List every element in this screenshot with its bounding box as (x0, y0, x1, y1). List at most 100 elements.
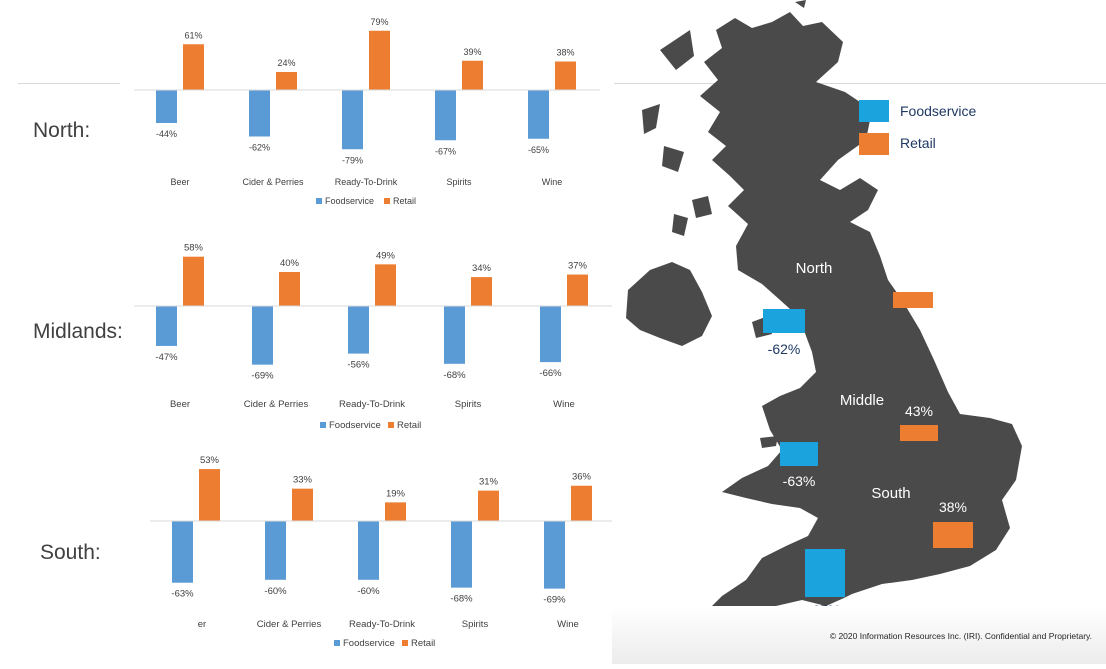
data-label-retail-4: 37% (568, 261, 588, 272)
bar-chart-svg: -63% 53% er -60% 33% Cider & Perries -60% 19% Re… (150, 455, 612, 649)
region-label-south: South: (40, 541, 101, 564)
bar-chart-svg: -44% 61% Beer -62% 24% Cider & Perries -79% 79%… (134, 17, 600, 206)
data-label-foodservice-1: -60% (264, 586, 287, 597)
category-label-3: Spirits (455, 399, 482, 410)
data-label-retail-1: 33% (293, 475, 313, 486)
map-overlay: Foodservice Retail North -62% 45% Middle -63% 4… (763, 100, 976, 618)
map-retail-box-2 (933, 522, 973, 548)
bar-retail-3 (478, 490, 499, 521)
legend-label-foodservice: Foodservice (343, 638, 395, 649)
great-britain-shape (700, 12, 1022, 622)
bar-foodservice-0 (172, 521, 193, 583)
map-legend-swatch-foodservice (859, 100, 889, 122)
divider-line-right (614, 83, 1106, 84)
bar-retail-3 (462, 60, 483, 90)
bar-foodservice-2 (348, 306, 369, 354)
data-label-retail-3: 39% (463, 47, 481, 57)
category-label-3: Spirits (446, 177, 472, 187)
data-label-foodservice-0: -47% (155, 352, 178, 363)
map-legend-label-foodservice: Foodservice (900, 103, 976, 119)
bar-foodservice-4 (540, 306, 561, 363)
data-label-foodservice-2: -79% (342, 155, 363, 165)
map-legend-label-retail: Retail (900, 135, 936, 151)
category-label-4: Wine (553, 399, 575, 410)
map-region-name-1: Middle (840, 392, 884, 409)
map-foodservice-box-0 (763, 309, 805, 333)
bar-retail-2 (385, 502, 406, 521)
bar-foodservice-1 (249, 90, 270, 137)
category-label-1: Cider & Perries (242, 177, 304, 187)
map-foodservice-box-2 (805, 549, 845, 597)
island-shape (795, 0, 806, 8)
map-region-name-2: South (871, 485, 910, 502)
data-label-retail-2: 49% (376, 250, 396, 261)
data-label-foodservice-3: -68% (443, 370, 466, 381)
bar-foodservice-1 (252, 306, 273, 365)
data-label-foodservice-1: -69% (251, 371, 274, 382)
bar-foodservice-4 (544, 521, 565, 589)
island-shape (760, 436, 778, 448)
data-label-retail-4: 36% (572, 472, 592, 483)
data-label-retail-1: 24% (277, 58, 295, 68)
bar-foodservice-2 (342, 90, 363, 150)
bar-retail-4 (555, 61, 576, 90)
data-label-retail-1: 40% (280, 258, 300, 269)
uk-map-panel: Foodservice Retail North -62% 45% Middle -63% 4… (612, 0, 1106, 664)
data-label-retail-3: 34% (472, 263, 492, 274)
island-shape (662, 146, 684, 172)
island-shape (672, 214, 688, 236)
bar-retail-0 (199, 469, 220, 521)
category-label-0: Beer (170, 177, 189, 187)
map-region-name-0: North (796, 260, 833, 277)
category-label-2: Ready-To-Drink (349, 619, 415, 630)
legend-label-retail: Retail (397, 420, 421, 431)
data-label-foodservice-3: -68% (450, 594, 473, 605)
bar-retail-1 (279, 272, 300, 306)
bar-retail-2 (375, 264, 396, 306)
map-retail-value-2: 38% (939, 499, 967, 515)
data-label-retail-2: 19% (386, 488, 406, 499)
region-label-north: North: (33, 119, 91, 142)
map-foodservice-value-1: -63% (783, 473, 816, 489)
legend-swatch-foodservice (334, 640, 340, 646)
uk-map (626, 0, 1022, 622)
bar-retail-4 (567, 274, 588, 306)
data-label-foodservice-0: -63% (171, 589, 194, 600)
data-label-foodservice-4: -69% (543, 595, 566, 606)
category-label-1: Cider & Perries (257, 619, 322, 630)
bar-chart-svg: -47% 58% Beer -69% 40% Cider & Perries -56% 49%… (134, 243, 612, 431)
map-retail-value-0: 45% (899, 269, 927, 285)
bar-retail-2 (369, 30, 390, 90)
bar-retail-3 (471, 277, 492, 306)
map-retail-box-0 (893, 292, 933, 308)
bar-foodservice-3 (451, 521, 472, 588)
legend-swatch-foodservice (316, 198, 322, 204)
data-label-foodservice-2: -60% (357, 586, 380, 597)
data-label-retail-3: 31% (479, 477, 499, 488)
copyright-text: © 2020 Information Resources Inc. (IRI).… (829, 631, 1092, 641)
data-label-foodservice-2: -56% (347, 360, 370, 371)
data-label-foodservice-3: -67% (435, 146, 456, 156)
island-shape (692, 196, 712, 218)
island-shape (642, 104, 660, 134)
northern-ireland-shape (626, 262, 712, 346)
category-label-4: Wine (557, 619, 579, 630)
legend-swatch-foodservice (320, 422, 326, 428)
data-label-retail-0: 53% (200, 455, 220, 466)
data-label-foodservice-4: -66% (539, 368, 562, 379)
bar-foodservice-3 (435, 90, 456, 141)
map-legend-swatch-retail (859, 133, 889, 155)
category-label-2: Ready-To-Drink (335, 177, 398, 187)
legend-label-retail: Retail (393, 196, 416, 206)
legend-label-retail: Retail (411, 638, 435, 649)
bar-foodservice-1 (265, 521, 286, 580)
category-label-0: Beer (170, 399, 190, 410)
map-retail-box-1 (900, 425, 938, 441)
divider-line-left (18, 83, 120, 84)
data-label-retail-0: 61% (184, 30, 202, 40)
bar-retail-0 (183, 44, 204, 90)
data-label-retail-0: 58% (184, 243, 204, 254)
uk-landmass (626, 0, 1022, 622)
island-shape (660, 30, 694, 70)
category-label-1: Cider & Perries (244, 399, 309, 410)
